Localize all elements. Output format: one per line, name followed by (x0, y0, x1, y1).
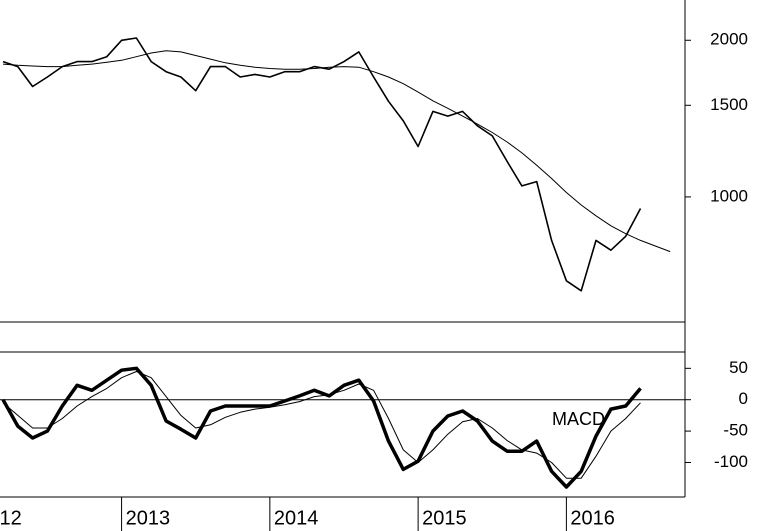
x-tick-label: 2013 (126, 507, 170, 529)
y-tick-label: 1000 (710, 186, 748, 205)
y-tick-label: 2000 (710, 30, 748, 49)
x-tick-label: 2014 (274, 507, 319, 529)
series-line (1, 366, 642, 489)
y-tick-label: 50 (729, 358, 748, 377)
y-tick-label: 1500 (710, 95, 748, 114)
y-tick-label: -50 (723, 421, 748, 440)
x-tick-label: 2016 (570, 507, 615, 529)
annotation: MACD (552, 409, 605, 429)
series-line (2, 371, 641, 479)
x-tick-label: 2012 (0, 507, 22, 529)
y-tick-label: 0 (739, 389, 748, 408)
y-tick-label: -100 (714, 452, 748, 471)
series-line (2, 50, 671, 253)
x-tick-label: 2015 (422, 507, 467, 529)
